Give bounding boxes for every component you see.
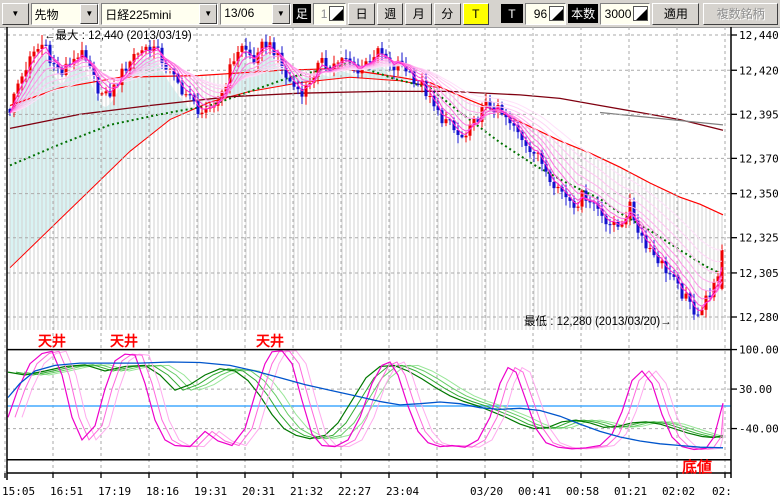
- bar-count-label: 本数: [568, 4, 599, 23]
- svg-text:12,370: 12,370: [739, 152, 779, 165]
- svg-text:23:04: 23:04: [386, 485, 419, 498]
- period-minute-button[interactable]: 分: [434, 2, 461, 25]
- svg-text:12,420: 12,420: [739, 64, 779, 77]
- period-day-button[interactable]: 日: [348, 2, 375, 25]
- svg-text:12,440: 12,440: [739, 29, 779, 42]
- market-select-value: 先物: [34, 7, 59, 22]
- svg-text:12,350: 12,350: [739, 188, 779, 201]
- toolbar-dropdown-button[interactable]: ▼: [2, 2, 29, 25]
- instrument-select[interactable]: 日経225mini ▼: [101, 2, 219, 25]
- multi-symbol-button[interactable]: 複数銘柄: [703, 2, 779, 25]
- chart-canvas[interactable]: 12,440 12,420 12,395 12,370 12,350 12,325 12,3…: [0, 25, 780, 500]
- svg-text:12,305: 12,305: [739, 267, 779, 280]
- svg-text:16:51: 16:51: [50, 485, 83, 498]
- svg-text:天井: 天井: [256, 333, 284, 349]
- svg-text:22:27: 22:27: [338, 485, 371, 498]
- tick-label: T: [500, 4, 524, 23]
- period-week-button[interactable]: 週: [376, 2, 404, 25]
- svg-text:←最大 : 12,440 (2013/03/19): ←最大 : 12,440 (2013/03/19): [44, 28, 192, 42]
- chevron-down-icon: ▼: [11, 9, 20, 18]
- svg-text:03/20: 03/20: [470, 485, 503, 498]
- bar-interval-stepper[interactable]: 1: [312, 2, 347, 25]
- svg-text:底値: 底値: [682, 458, 712, 476]
- chevron-down-icon[interactable]: ▼: [80, 3, 99, 24]
- tick-mode-button[interactable]: T: [462, 2, 490, 25]
- svg-text:02:02: 02:02: [662, 485, 695, 498]
- svg-text:天井: 天井: [110, 333, 138, 349]
- period-month-button[interactable]: 月: [405, 2, 433, 25]
- svg-text:12,395: 12,395: [739, 108, 779, 121]
- svg-text:17:19: 17:19: [98, 485, 131, 498]
- svg-text:天井: 天井: [38, 333, 66, 349]
- tick-count-stepper[interactable]: 96: [525, 2, 567, 25]
- svg-text:02:: 02:: [712, 485, 732, 498]
- apply-button[interactable]: 適用: [652, 2, 700, 25]
- contract-month-value: 13/06: [224, 5, 255, 20]
- bar-interval-value: 1: [320, 6, 328, 21]
- svg-text:最低 : 12,280 (2013/03/20)→: 最低 : 12,280 (2013/03/20)→: [524, 315, 672, 328]
- svg-text:-40.00: -40.00: [739, 423, 779, 436]
- bar-count-stepper[interactable]: 3000: [600, 2, 651, 25]
- contract-month-select[interactable]: 13/06 ▼: [220, 2, 291, 25]
- svg-text:30.00: 30.00: [739, 383, 772, 396]
- svg-text:12,325: 12,325: [739, 232, 779, 245]
- svg-text:00:58: 00:58: [566, 485, 599, 498]
- svg-text:18:16: 18:16: [146, 485, 179, 498]
- svg-text:01:21: 01:21: [614, 485, 647, 498]
- spinner-icon[interactable]: [549, 6, 565, 21]
- chevron-down-icon[interactable]: ▼: [271, 3, 290, 24]
- svg-text:00:41: 00:41: [518, 485, 551, 498]
- tick-count-value: 96: [533, 6, 548, 21]
- toolbar: ▼ 先物 ▼ 日経225mini ▼ 13/06 ▼ 足 1 日 週 月 分 T…: [0, 0, 780, 28]
- instrument-select-value: 日経225mini: [105, 7, 172, 22]
- chevron-down-icon[interactable]: ▼: [199, 3, 218, 24]
- svg-text:15:05: 15:05: [2, 485, 35, 498]
- svg-text:21:32: 21:32: [290, 485, 323, 498]
- bar-type-label: 足: [292, 4, 311, 23]
- svg-text:20:31: 20:31: [242, 485, 275, 498]
- spinner-icon[interactable]: [633, 6, 649, 21]
- bar-count-value: 3000: [604, 6, 632, 21]
- svg-text:100.00: 100.00: [739, 344, 779, 357]
- market-select[interactable]: 先物 ▼: [30, 2, 100, 25]
- svg-text:19:31: 19:31: [194, 485, 227, 498]
- spinner-icon[interactable]: [329, 6, 345, 21]
- svg-text:12,280: 12,280: [739, 311, 779, 324]
- chart-area[interactable]: 12,440 12,420 12,395 12,370 12,350 12,325 12,3…: [0, 25, 780, 500]
